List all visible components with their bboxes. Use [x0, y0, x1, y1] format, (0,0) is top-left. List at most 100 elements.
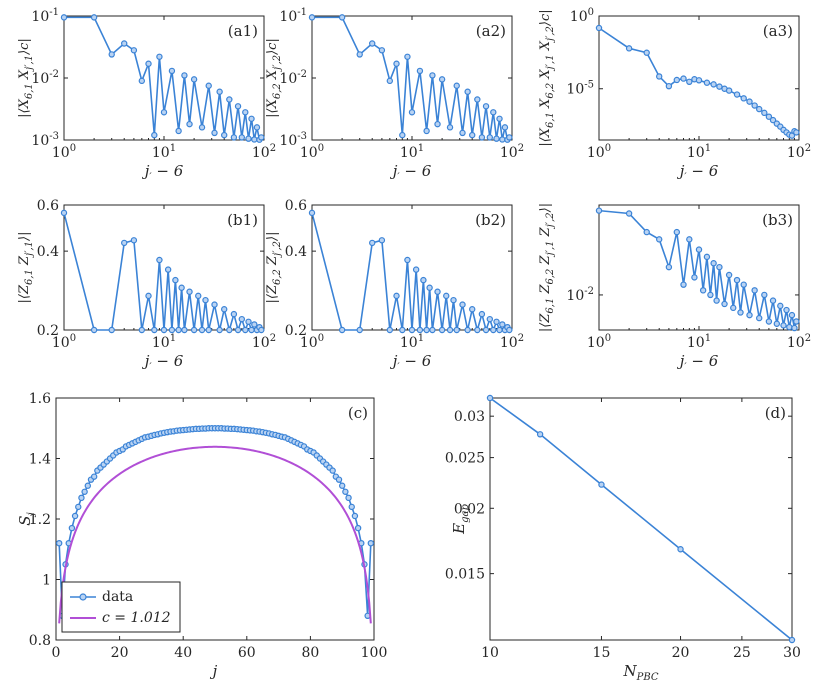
data-point: [459, 301, 466, 308]
data-point: [695, 77, 703, 84]
data-point: [181, 326, 188, 334]
data-point: [138, 77, 146, 85]
x-axis-label: j′ − 6: [142, 352, 184, 373]
panel-label: (d): [765, 404, 786, 422]
panel-label: (a2): [476, 22, 506, 40]
data-point: [258, 326, 265, 334]
y-tick-label: 10-2: [279, 69, 307, 87]
x-tick-label: 100: [587, 333, 611, 351]
y-tick-label: 0.8: [29, 633, 51, 649]
data-point: [175, 127, 182, 135]
data-point: [60, 209, 68, 217]
data-point: [643, 228, 650, 236]
data-point: [680, 75, 687, 82]
data-point: [393, 292, 400, 300]
data-point: [211, 301, 218, 308]
data-point: [248, 326, 255, 334]
x-axis-label: j′ − 6: [142, 162, 184, 183]
data-point: [725, 87, 733, 94]
data-point: [108, 51, 115, 58]
data-point: [335, 476, 343, 483]
data-point: [740, 281, 747, 288]
data-point: [490, 109, 497, 116]
legend-box: [61, 581, 181, 633]
x-tick-label: 102: [787, 143, 811, 161]
data-point: [339, 482, 346, 489]
data-point: [765, 113, 773, 120]
data-point: [699, 287, 707, 294]
data-point: [686, 78, 693, 86]
data-point: [665, 263, 673, 271]
data-point: [138, 326, 146, 334]
data-point: [703, 79, 711, 86]
x-axis-label: j′ − 6: [390, 162, 432, 183]
data-point: [733, 91, 741, 98]
x-tick-label: 101: [687, 143, 711, 161]
x-tick-label: 100: [300, 143, 324, 161]
data-point: [342, 488, 349, 495]
data-point: [625, 45, 633, 52]
data-point: [230, 134, 238, 141]
data-point: [108, 326, 115, 334]
data-point: [78, 494, 85, 502]
data-point: [446, 326, 454, 334]
data-point: [761, 109, 768, 117]
data-point: [777, 302, 784, 310]
data-point: [595, 24, 603, 32]
y-tick-label: 1.2: [29, 512, 51, 528]
data-point: [751, 287, 758, 294]
data-point: [338, 326, 346, 334]
data-point: [788, 311, 796, 319]
data-point: [216, 88, 223, 95]
data-point: [251, 136, 258, 143]
data-point: [769, 116, 777, 124]
data-point: [90, 473, 98, 480]
data-point: [202, 296, 209, 304]
data-point: [665, 82, 673, 90]
data-point: [130, 237, 138, 244]
x-tick-label: 25: [733, 645, 751, 661]
x-tick-label: 20: [672, 645, 690, 661]
data-point: [486, 394, 494, 402]
data-point: [404, 53, 411, 60]
x-tick-label: 101: [400, 143, 424, 161]
data-point: [443, 292, 450, 300]
data-point: [151, 131, 158, 139]
data-point: [716, 83, 723, 90]
data-point: [680, 281, 687, 288]
data-point: [420, 276, 427, 284]
data-point: [416, 67, 424, 75]
data-point: [793, 318, 800, 325]
y-axis-label: |⟨X6,2 Xj′,2⟩c|: [265, 38, 283, 118]
data-point: [221, 306, 228, 313]
x-axis-label: j: [210, 662, 218, 680]
data-point: [412, 266, 420, 273]
data-point: [506, 326, 513, 334]
data-point: [725, 271, 733, 279]
y-tick-label: 1.6: [29, 391, 51, 407]
panel-b2: 100 101 102 0.2 0.4 0.6 (b2) j′ − 6 |⟨Z6,2 Zj′,2…: [265, 198, 524, 373]
data-point: [423, 127, 430, 135]
data-point: [242, 326, 249, 334]
panel-a3: 100 101 102 10-5 100 (a3) j′ − 6 |⟨X6,1 X6,2 Xj…: [538, 7, 811, 183]
data-point: [160, 326, 168, 334]
data-point: [226, 96, 233, 103]
data-point: [399, 131, 406, 139]
data-point: [186, 120, 193, 128]
data-point: [756, 105, 763, 113]
data-point: [677, 546, 684, 553]
y-axis-label: |⟨X6,1 Xj′,1⟩c|: [17, 38, 35, 118]
data-point: [190, 326, 198, 334]
data-point: [178, 284, 185, 291]
data-point: [60, 14, 68, 21]
data-point: [351, 512, 359, 520]
data-point: [68, 524, 76, 532]
panel-b1: 100 101 102 0.2 0.4 0.6 (b1) j′ − 6 |⟨Z6,1 Zj′,1…: [17, 198, 276, 373]
x-tick-label: 102: [252, 333, 276, 351]
data-point: [408, 326, 416, 334]
data-point: [81, 488, 88, 495]
data-point: [756, 314, 763, 322]
data-point: [773, 320, 781, 327]
data-point: [438, 326, 446, 334]
panel-d: 10 15 20 25 30 0.015 0.02 0.025 0.03 (d) NPBC Egap: [445, 394, 801, 683]
